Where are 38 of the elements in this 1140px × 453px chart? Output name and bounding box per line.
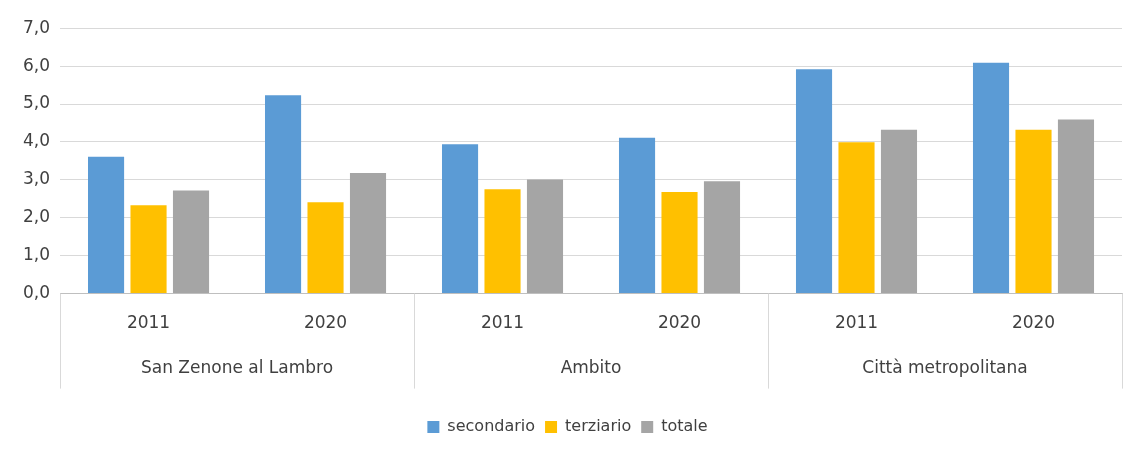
bar	[484, 189, 521, 294]
bar	[172, 190, 210, 294]
x-tick-label: 2011	[126, 312, 171, 333]
legend-label: terziario	[565, 416, 632, 436]
bar	[838, 142, 875, 294]
y-tick-label: 1,0	[22, 244, 51, 265]
x-tick-label: 2020	[1011, 312, 1056, 333]
x-tick-label: 2020	[303, 312, 348, 333]
bar	[972, 62, 1010, 294]
y-tick-label: 3,0	[22, 168, 51, 189]
y-tick-label: 0,0	[22, 282, 51, 303]
text: Città metropolitana	[862, 357, 1028, 378]
bar	[349, 173, 387, 294]
bar	[307, 202, 344, 294]
bar	[703, 181, 741, 294]
y-tick-label: 7,0	[22, 16, 51, 37]
bar	[618, 137, 656, 294]
text: San Zenone al Lambro	[140, 357, 334, 378]
y-tick-label: 6,0	[22, 54, 51, 75]
y-tick-label: 2,0	[22, 206, 51, 227]
bar	[265, 95, 302, 294]
y-tick-label: 4,0	[22, 130, 51, 151]
bar	[661, 191, 698, 294]
legend-label: secondario	[447, 416, 536, 436]
bar	[1057, 119, 1095, 294]
bar	[880, 129, 918, 294]
legend-label: totale	[661, 416, 708, 436]
bar	[441, 144, 479, 294]
x-tick-label: 2011	[480, 312, 525, 333]
bar	[88, 156, 125, 294]
bar	[526, 179, 564, 294]
y-tick-label: 5,0	[22, 92, 51, 113]
text: Ambito	[560, 357, 622, 378]
x-tick-label: 2011	[834, 312, 879, 333]
bar	[130, 205, 167, 294]
x-tick-label: 2020	[657, 312, 702, 333]
bar	[1015, 129, 1052, 294]
bar	[795, 69, 833, 294]
